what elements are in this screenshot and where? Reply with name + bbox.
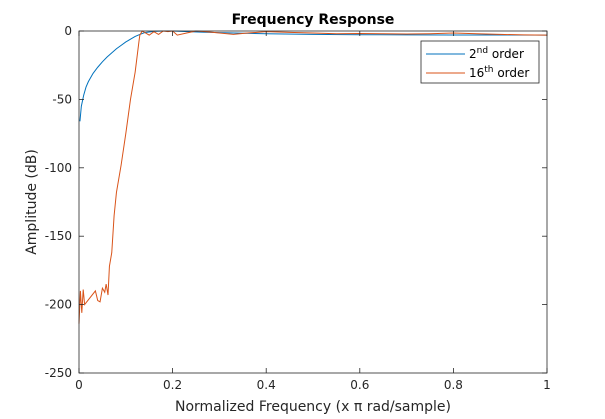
chart-title: Frequency Response [232,12,395,28]
series-line-2nd-order [79,30,548,122]
legend: 2nd order 16th order [420,40,540,84]
y-tick-label: 0 [64,24,72,38]
x-tick-label: 0.6 [350,378,369,392]
y-tick-label: -150 [45,229,72,243]
legend-box [420,40,540,84]
x-tick-label: 0.8 [444,378,463,392]
x-tick-label: 0.2 [163,378,182,392]
y-axis-label: Amplitude (dB) [24,149,40,255]
y-axis-ticks: 0 -50 -100 -150 -200 -250 [45,24,547,380]
x-tick-label: 1 [543,378,551,392]
y-tick-label: -50 [52,92,72,106]
legend-entry-2nd-order: 2nd order [469,46,524,61]
series-line-16th-order [78,30,548,324]
x-axis-ticks: 0 0.2 0.4 0.6 0.8 1 [75,31,551,392]
plot-area [79,31,547,373]
y-tick-label: -250 [45,366,72,380]
x-tick-label: 0.4 [257,378,276,392]
legend-entry-16th-order: 16th order [469,65,529,80]
y-tick-label: -200 [45,298,72,312]
axes-box [78,30,548,374]
x-tick-label: 0 [75,378,83,392]
series-layer [78,30,548,324]
x-axis-label: Normalized Frequency (x π rad/sample) [175,399,451,415]
y-tick-label: -100 [45,161,72,175]
